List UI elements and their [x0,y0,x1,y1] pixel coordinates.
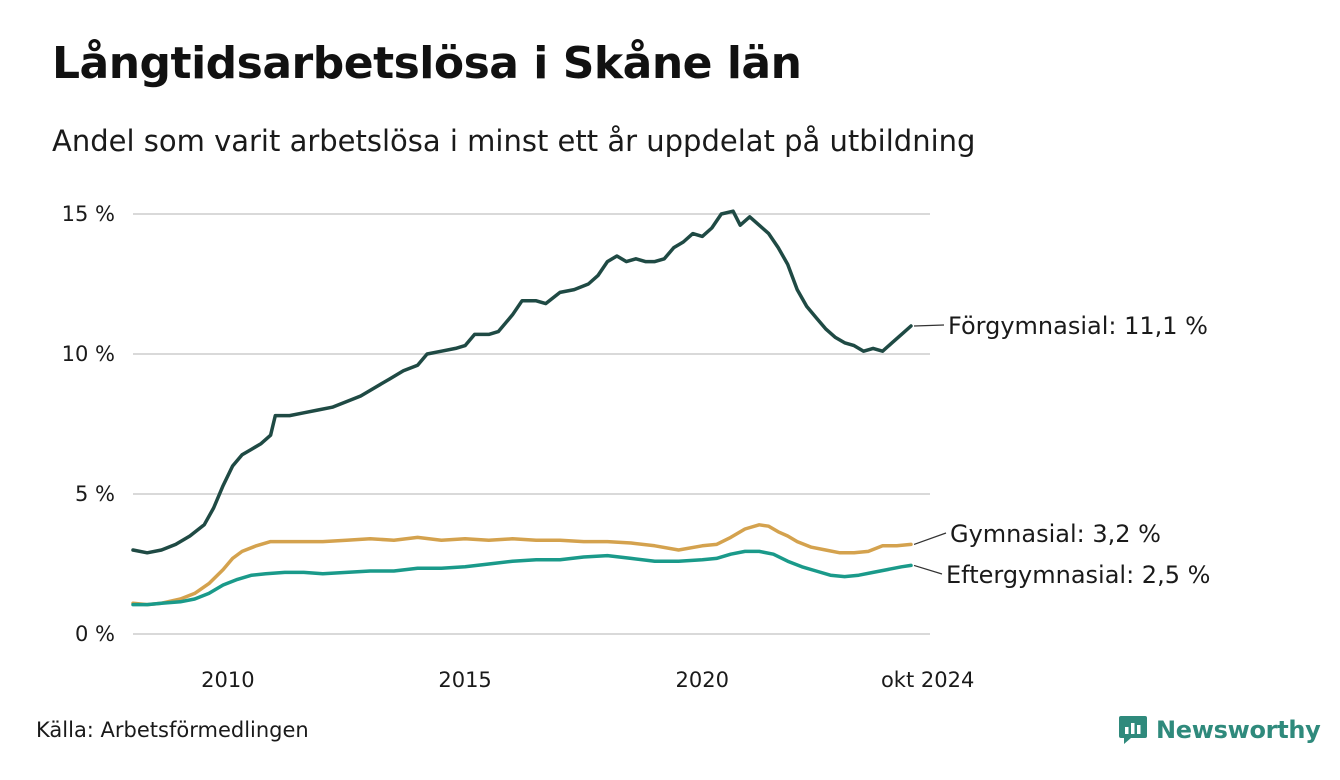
brand-logo[interactable]: Newsworthy [1118,712,1321,748]
chart-subtitle: Andel som varit arbetslösa i minst ett å… [52,124,976,158]
series-end-label: Förgymnasial: 11,1 % [948,312,1208,340]
series-end-label: Gymnasial: 3,2 % [950,520,1161,548]
y-tick-label: 15 % [62,202,115,226]
brand-name: Newsworthy [1156,716,1321,744]
series-line-förgymnasial [131,209,913,555]
y-tick-label: 0 % [75,622,115,646]
newsworthy-logo-icon [1119,716,1147,744]
label-connector [914,324,945,327]
label-connector [913,532,947,545]
series-line-eftergymnasial [131,549,913,607]
y-tick-label: 10 % [62,342,115,366]
label-connector [913,564,943,575]
x-tick-label: 2015 [438,668,491,692]
series-end-label: Eftergymnasial: 2,5 % [946,561,1210,589]
series-line-gymnasial [131,523,913,607]
x-tick-label: 2020 [676,668,729,692]
x-tick-label: okt 2024 [881,668,974,692]
y-tick-label: 5 % [75,482,115,506]
x-tick-label: 2010 [201,668,254,692]
source-note: Källa: Arbetsförmedlingen [36,718,309,742]
chart-title: Långtidsarbetslösa i Skåne län [52,38,802,89]
